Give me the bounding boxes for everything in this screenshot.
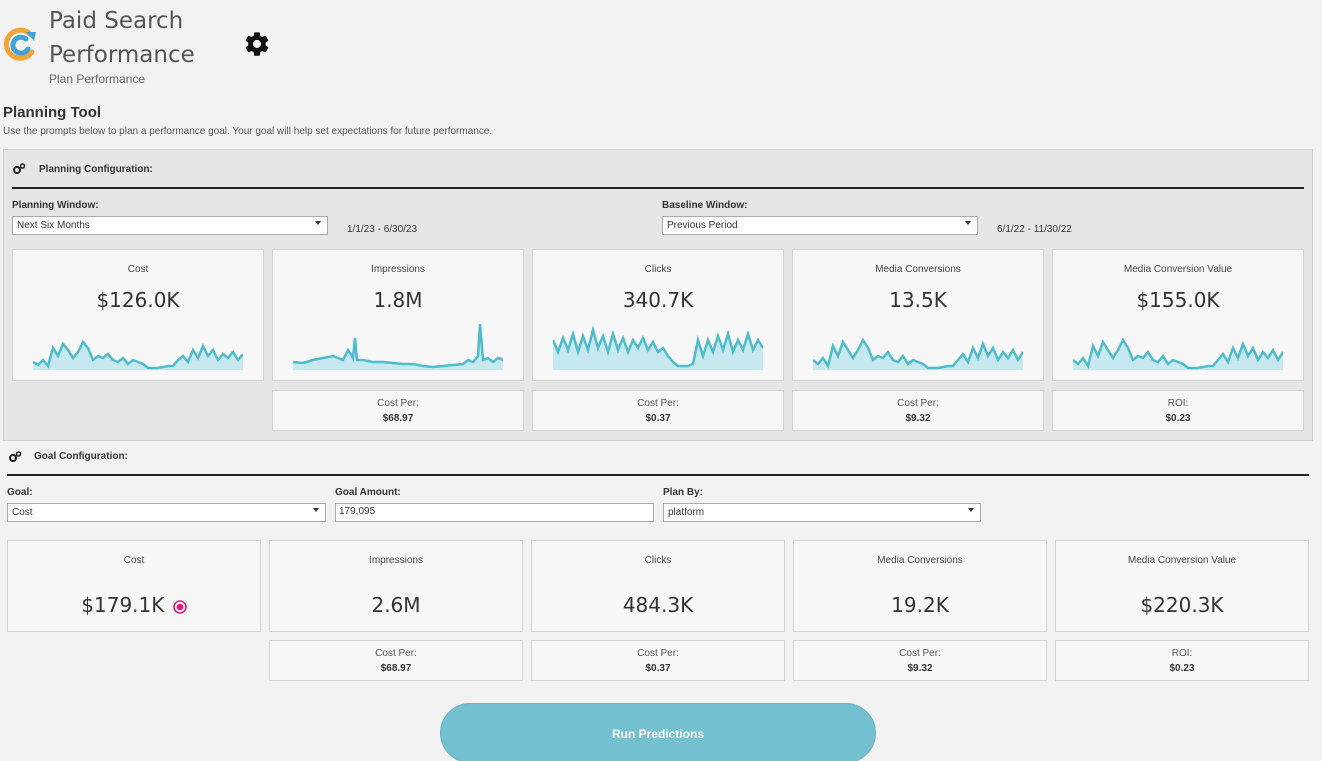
plan-by-select[interactable]: platform	[663, 503, 981, 522]
sub-metric-value: $68.97	[380, 663, 412, 674]
sparkline-line	[813, 337, 1023, 370]
cost-per-conversion-card: Cost Per: $9.32	[792, 390, 1044, 431]
metric-card-impressions: Impressions 1.8M	[272, 249, 524, 381]
run-predictions-button[interactable]: Run Predictions	[440, 703, 876, 761]
metric-card-media-conversions: Media Conversions 13.5K	[792, 249, 1044, 381]
app-subtitle: Plan Performance	[49, 72, 146, 86]
planning-window-label: Planning Window:	[12, 200, 99, 211]
metric-value: $155.0K	[1136, 288, 1220, 312]
sparkline-line	[1073, 337, 1283, 370]
metric-card-cost: Cost $126.0K	[12, 249, 264, 381]
baseline-window-range: 6/1/22 - 11/30/22	[997, 224, 1072, 235]
chevron-down-icon	[968, 508, 974, 512]
media-conversion-value-sparkline	[1073, 337, 1283, 370]
sparkline-area	[293, 324, 503, 370]
metric-value: 2.6M	[371, 593, 421, 617]
metric-value: 1.8M	[373, 288, 423, 312]
metric-title: Media Conversions	[875, 264, 961, 275]
goal-amount-label: Goal Amount:	[335, 487, 401, 498]
goal-configuration-heading: Goal Configuration:	[34, 451, 128, 462]
metric-card-clicks: Clicks 340.7K	[532, 249, 784, 381]
page-description: Use the prompts below to plan a performa…	[3, 126, 493, 137]
baseline-window-label: Baseline Window:	[662, 200, 748, 211]
sparkline-area	[33, 342, 243, 370]
sparkline-area	[813, 340, 1023, 370]
sub-metric-value: $0.37	[645, 413, 671, 424]
planning-configuration-heading: Planning Configuration:	[39, 164, 153, 175]
divider	[7, 474, 1309, 476]
sparkline-line	[293, 323, 503, 369]
cost-per-click-card: Cost Per: $0.37	[532, 390, 784, 431]
chevron-down-icon	[313, 508, 319, 512]
metric-value: 13.5K	[889, 288, 947, 312]
goal-card-media-conversions: Media Conversions 19.2K	[793, 540, 1047, 632]
sub-metric-label: Cost Per:	[375, 648, 417, 659]
goal-amount-input[interactable]: 179,095	[335, 503, 654, 522]
metric-title: Cost	[127, 264, 149, 275]
sub-metric-label: ROI:	[1167, 398, 1189, 409]
sub-metric-value: $0.37	[645, 663, 671, 674]
metric-card-media-conversion-value: Media Conversion Value $155.0K	[1052, 249, 1304, 381]
roi-card: ROI: $0.23	[1052, 390, 1304, 431]
goal-card-media-conversion-value: Media Conversion Value $220.3K	[1055, 540, 1309, 632]
sub-metric-label: Cost Per:	[899, 648, 941, 659]
goal-card-clicks: Clicks 484.3K	[531, 540, 785, 632]
divider	[12, 187, 1304, 189]
sub-metric-value: $0.23	[1165, 413, 1191, 424]
metric-title: Media Conversion Value	[1127, 555, 1237, 566]
sub-metric-label: Cost Per:	[897, 398, 939, 409]
sparkline-line	[33, 339, 243, 370]
sub-metric-value: $0.23	[1169, 663, 1195, 674]
plan-by-label: Plan By:	[663, 487, 704, 498]
metric-title: Clicks	[644, 264, 672, 275]
metric-value: 484.3K	[622, 593, 694, 617]
goal-card-impressions: Impressions 2.6M	[269, 540, 523, 632]
sub-metric-label: Cost Per:	[377, 398, 419, 409]
metric-value: 19.2K	[891, 593, 949, 617]
goal-cost-per-click-card: Cost Per: $0.37	[531, 640, 785, 681]
sub-metric-value: $9.32	[907, 663, 933, 674]
metric-value: 340.7K	[622, 288, 694, 312]
metric-title: Cost	[123, 555, 145, 566]
cost-sparkline	[33, 339, 243, 370]
refresh-logo-icon	[3, 27, 36, 61]
sparkline-line	[553, 325, 763, 368]
metric-title: Media Conversions	[877, 555, 963, 566]
metric-value: $220.3K	[1140, 593, 1224, 617]
goal-card-cost: Cost $179.1K	[7, 540, 261, 632]
clicks-sparkline	[553, 325, 763, 370]
metric-title: Impressions	[371, 264, 425, 275]
page-title: Planning Tool	[3, 104, 102, 121]
sparkline-area	[1073, 340, 1283, 370]
chevron-down-icon	[965, 221, 971, 225]
metric-value: $179.1K	[8, 593, 260, 617]
planning-window-range: 1/1/23 - 6/30/23	[347, 224, 418, 235]
goal-select[interactable]: Cost	[7, 503, 326, 522]
sparkline-area	[553, 330, 763, 370]
metric-title: Clicks	[644, 555, 672, 566]
sub-metric-label: Cost Per:	[637, 398, 679, 409]
goal-target-icon	[172, 599, 187, 614]
goal-roi-card: ROI: $0.23	[1055, 640, 1309, 681]
sub-metric-value: $9.32	[905, 413, 931, 424]
gear-icon[interactable]	[243, 30, 271, 58]
goal-cost-per-impression-card: Cost Per: $68.97	[269, 640, 523, 681]
gears-icon	[13, 163, 26, 174]
sub-metric-label: Cost Per:	[637, 648, 679, 659]
metric-value: $126.0K	[96, 288, 180, 312]
gears-icon	[9, 451, 22, 462]
sub-metric-label: ROI:	[1171, 648, 1193, 659]
media-conversions-sparkline	[813, 337, 1023, 370]
metric-title: Media Conversion Value	[1123, 264, 1233, 275]
planning-window-select[interactable]: Next Six Months	[12, 216, 328, 235]
cost-per-impression-card: Cost Per: $68.97	[272, 390, 524, 431]
baseline-window-select[interactable]: Previous Period	[662, 216, 978, 235]
app-title: Paid Search Performance	[49, 8, 195, 68]
metric-title: Impressions	[369, 555, 423, 566]
impressions-sparkline	[293, 323, 503, 370]
goal-cost-per-conversion-card: Cost Per: $9.32	[793, 640, 1047, 681]
chevron-down-icon	[315, 221, 321, 225]
sub-metric-value: $68.97	[382, 413, 414, 424]
goal-label: Goal:	[7, 487, 33, 498]
